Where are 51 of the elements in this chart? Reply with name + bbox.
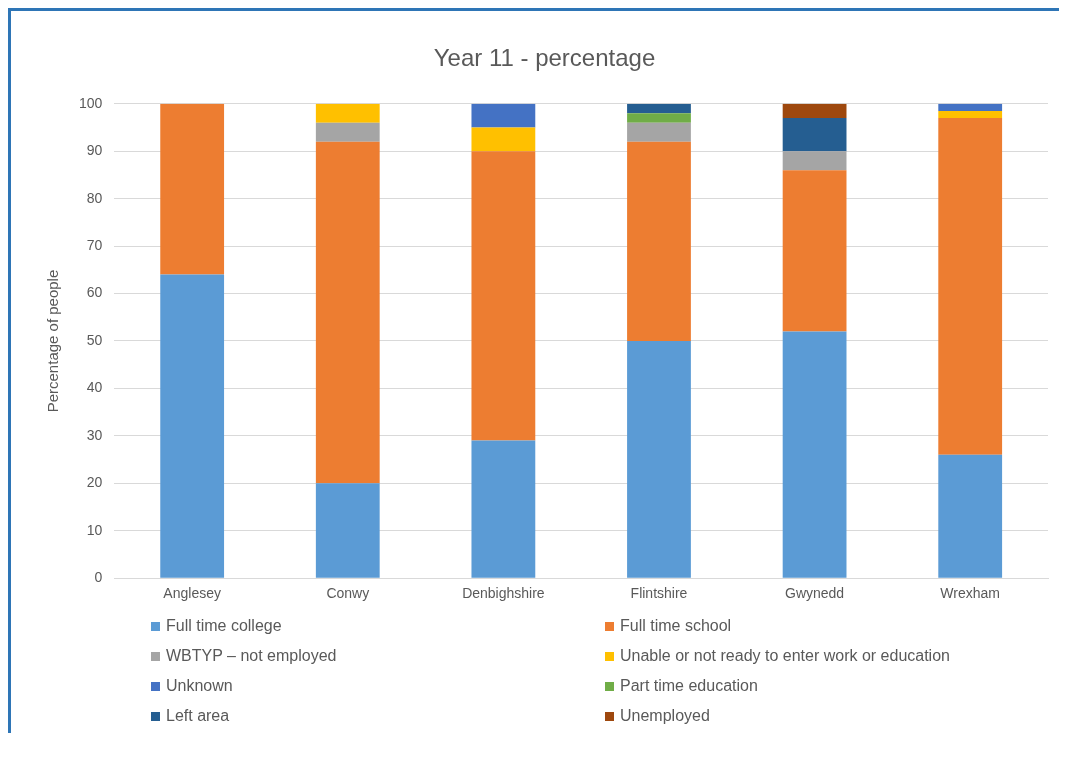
y-tick-label: 20 [86, 474, 103, 491]
legend-label: Left area [166, 707, 230, 725]
y-tick-label: 30 [86, 426, 103, 443]
legend-label: WBTYP – not employed [166, 647, 337, 665]
chart-title: Year 11 - percentage [433, 44, 656, 72]
y-tick-label: 0 [94, 569, 103, 586]
bar [627, 113, 691, 123]
y-tick-label: 10 [86, 521, 103, 538]
bar [627, 341, 691, 578]
y-tick-label: 100 [79, 94, 103, 111]
bar [471, 151, 536, 441]
x-tick-label: Gwynedd [785, 585, 845, 602]
bar [315, 483, 380, 578]
bar [160, 103, 225, 275]
bar [782, 331, 847, 578]
bar [315, 122, 380, 142]
bar [627, 122, 691, 142]
legend-label: Unemployed [620, 707, 710, 725]
y-tick-label: 50 [86, 331, 103, 348]
bar [627, 103, 691, 114]
y-axis-title: Percentage of people [44, 269, 62, 413]
bar [627, 141, 691, 341]
x-tick-label: Flintshire [630, 585, 688, 602]
y-tick-label: 80 [86, 189, 103, 206]
bar [938, 103, 1003, 111]
bar [160, 274, 225, 578]
legend-label: Full time college [166, 617, 282, 635]
bar [938, 118, 1003, 455]
y-tick-label: 40 [86, 379, 103, 396]
legend-label: Unknown [166, 677, 233, 695]
y-tick-label: 60 [86, 284, 103, 301]
legend-label: Unable or not ready to enter work or education [620, 647, 950, 665]
bar [938, 110, 1003, 119]
x-tick-label: Denbighshire [462, 585, 545, 602]
legend-label: Full time school [620, 617, 732, 635]
bar [315, 141, 380, 484]
bar [782, 103, 847, 119]
bar [471, 440, 536, 578]
x-tick-label: Anglesey [163, 585, 221, 602]
y-tick-label: 90 [86, 142, 103, 159]
bar [315, 103, 380, 123]
bar [782, 151, 847, 171]
bar [471, 103, 536, 128]
bar [938, 454, 1003, 578]
x-tick-label: Conwy [326, 585, 370, 602]
bar [782, 118, 847, 152]
y-tick-label: 70 [86, 236, 103, 253]
bar [782, 170, 847, 332]
legend-label: Part time education [620, 677, 758, 695]
bar [471, 127, 536, 152]
x-tick-label: Wrexham [940, 585, 1001, 602]
